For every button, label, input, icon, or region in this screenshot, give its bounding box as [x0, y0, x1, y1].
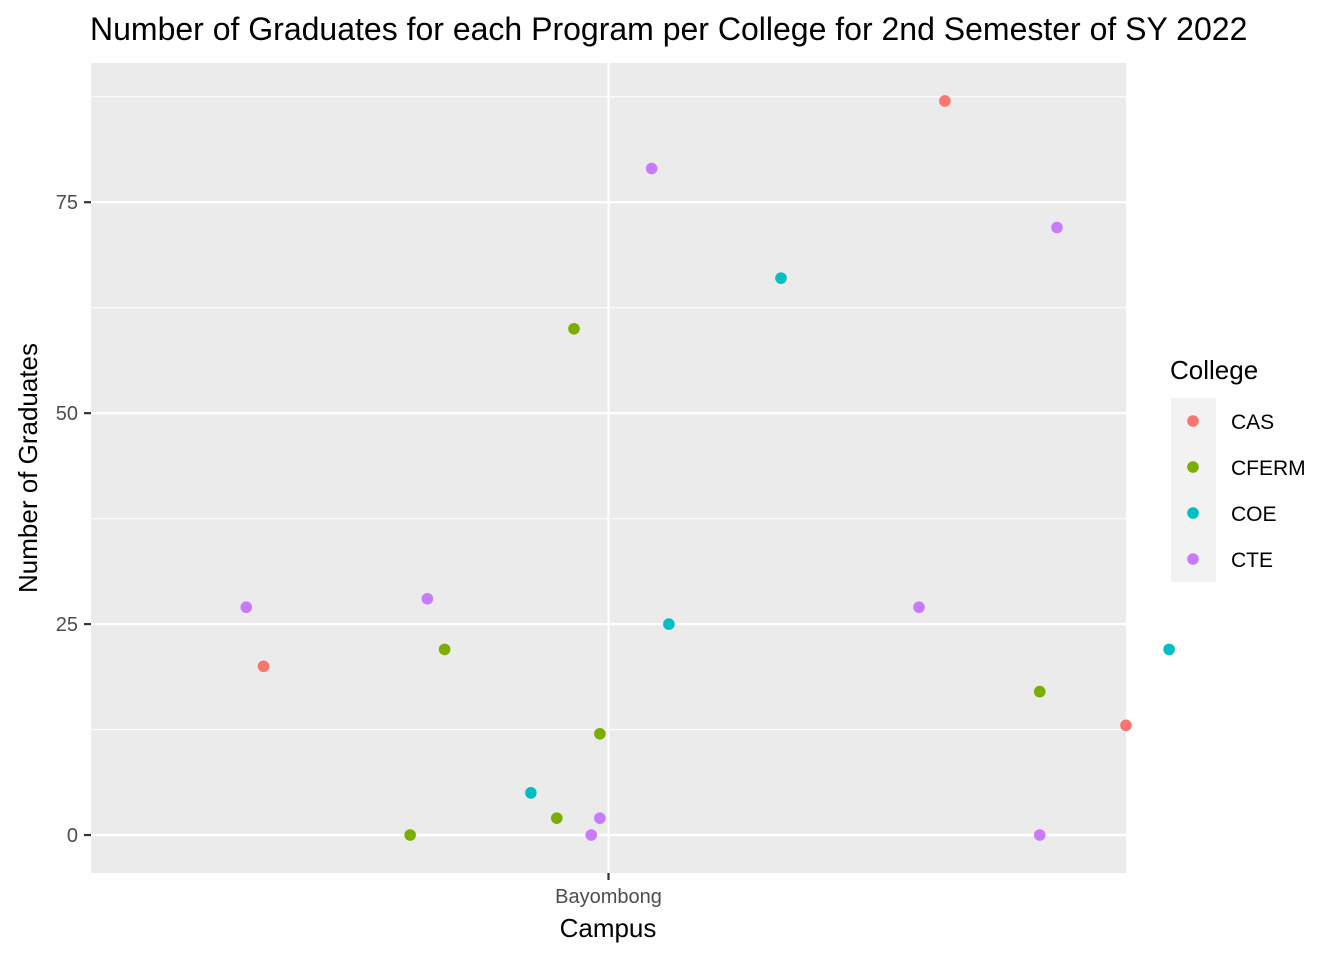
y-tick-label: 75	[56, 192, 78, 214]
y-axis-title: Number of Graduates	[13, 343, 43, 593]
legend-key-coe	[1187, 507, 1199, 519]
x-axis-title: Campus	[560, 913, 657, 943]
data-point-cte	[1051, 221, 1063, 234]
legend-key-cferm	[1187, 461, 1199, 473]
data-point-cas	[939, 95, 951, 107]
legend-key-background	[1171, 398, 1216, 582]
y-tick-label: 0	[67, 825, 78, 847]
data-point-cferm	[404, 829, 416, 841]
x-axis: Bayombong	[555, 873, 662, 908]
legend: College CAS CFERM COE CTE	[1170, 355, 1306, 582]
data-point-cferm	[1033, 685, 1046, 698]
data-point-cas	[257, 660, 270, 673]
data-point-cte	[645, 162, 658, 175]
legend-label-cas: CAS	[1231, 411, 1274, 434]
data-point-cferm	[550, 812, 563, 824]
chart-title: Number of Graduates for each Program per…	[90, 11, 1247, 47]
data-point-cte	[1033, 829, 1046, 841]
data-point-coe	[525, 787, 537, 799]
data-point-cte	[421, 592, 434, 605]
legend-key-cte	[1187, 553, 1199, 565]
legend-label-coe: COE	[1231, 503, 1277, 526]
data-point-cferm	[438, 643, 451, 656]
data-point-cferm	[568, 322, 580, 335]
data-point-coe	[1163, 643, 1175, 656]
y-tick-label: 25	[56, 614, 78, 636]
y-axis: 0 25 50 75	[56, 192, 91, 847]
legend-label-cferm: CFERM	[1231, 457, 1306, 480]
legend-title: College	[1170, 355, 1258, 385]
data-point-cte	[240, 601, 253, 614]
data-point-coe	[663, 618, 675, 630]
data-point-cte	[585, 829, 598, 841]
data-point-cte	[594, 812, 606, 824]
data-point-cferm	[594, 727, 606, 740]
y-tick-label: 50	[56, 403, 78, 425]
data-point-coe	[775, 272, 787, 284]
data-points	[240, 95, 1175, 841]
x-tick-label: Bayombong	[555, 886, 662, 908]
legend-key-cas	[1187, 415, 1199, 427]
grid-major	[91, 63, 1126, 873]
data-point-cte	[913, 601, 925, 614]
legend-label-cte: CTE	[1231, 549, 1273, 572]
data-point-cas	[1120, 719, 1132, 732]
